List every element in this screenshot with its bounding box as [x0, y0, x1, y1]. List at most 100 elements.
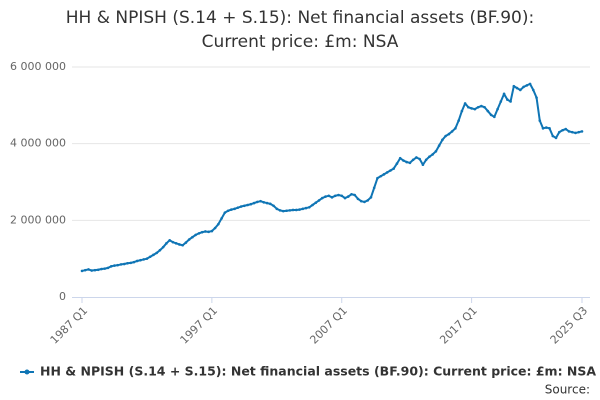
- point: [577, 130, 581, 134]
- point: [486, 109, 490, 113]
- point: [557, 130, 561, 134]
- point: [333, 194, 337, 198]
- point: [554, 136, 558, 140]
- point: [96, 268, 100, 272]
- point: [454, 127, 457, 130]
- point: [155, 251, 158, 255]
- y-tick-label: 0: [59, 290, 66, 303]
- x-tick-label: 1997 Q1: [178, 304, 221, 347]
- point: [168, 238, 171, 242]
- point: [496, 107, 499, 111]
- point: [249, 202, 253, 206]
- point: [103, 267, 107, 270]
- point: [398, 156, 402, 160]
- point: [408, 161, 412, 165]
- point: [239, 205, 243, 208]
- point: [369, 196, 373, 199]
- point: [307, 206, 311, 209]
- point: [126, 261, 129, 265]
- point: [476, 105, 480, 109]
- legend-marker: [24, 369, 30, 375]
- point: [265, 201, 269, 205]
- point: [210, 229, 214, 233]
- series-line: [81, 82, 583, 272]
- x-tick-label: 2007 Q1: [307, 304, 350, 347]
- point: [100, 267, 103, 271]
- point: [522, 85, 525, 89]
- point: [392, 167, 395, 170]
- point: [402, 159, 405, 162]
- point: [548, 127, 551, 130]
- point: [158, 248, 162, 252]
- point: [570, 130, 574, 134]
- point: [509, 100, 512, 103]
- point: [191, 235, 194, 239]
- point: [450, 130, 454, 133]
- point: [87, 268, 90, 271]
- point: [288, 209, 292, 212]
- point: [379, 174, 383, 178]
- point: [178, 243, 181, 246]
- point: [145, 257, 149, 260]
- point: [174, 242, 178, 245]
- point: [480, 104, 483, 108]
- point: [421, 163, 425, 167]
- point: [113, 264, 116, 267]
- point: [243, 204, 246, 208]
- point: [441, 138, 444, 142]
- point: [470, 107, 473, 110]
- point: [233, 207, 236, 211]
- point: [567, 130, 571, 133]
- point: [437, 144, 441, 147]
- point: [541, 127, 545, 130]
- point: [561, 128, 564, 132]
- point: [489, 113, 493, 117]
- point: [327, 194, 331, 198]
- point: [226, 209, 230, 213]
- point: [132, 260, 136, 264]
- point: [285, 209, 288, 213]
- point: [535, 96, 538, 99]
- point: [330, 196, 334, 199]
- y-tick-label: 2 000 000: [10, 213, 66, 226]
- point: [551, 134, 555, 138]
- legend-label: HH & NPISH (S.14 + S.15): Net financial …: [40, 364, 596, 379]
- point: [165, 242, 168, 245]
- point: [376, 176, 379, 180]
- point: [372, 186, 376, 190]
- point: [519, 88, 522, 92]
- point: [538, 119, 542, 122]
- point: [418, 157, 421, 161]
- point: [544, 126, 548, 129]
- point: [359, 199, 363, 203]
- point: [463, 102, 467, 105]
- point: [415, 156, 418, 159]
- point: [467, 105, 470, 109]
- point: [428, 155, 431, 158]
- point: [353, 193, 357, 197]
- point: [148, 255, 152, 259]
- point: [346, 195, 350, 198]
- point: [197, 232, 201, 235]
- point: [142, 258, 145, 261]
- point: [363, 200, 366, 204]
- point: [580, 130, 584, 133]
- point: [298, 208, 301, 211]
- point: [278, 209, 282, 212]
- point: [281, 209, 285, 213]
- point: [272, 204, 275, 208]
- point: [93, 268, 97, 272]
- point: [389, 169, 392, 172]
- point: [129, 261, 133, 265]
- point: [116, 263, 120, 267]
- point: [275, 207, 279, 211]
- point: [187, 238, 191, 241]
- point: [246, 203, 249, 207]
- point: [320, 196, 324, 200]
- point: [217, 222, 220, 226]
- point: [314, 201, 318, 204]
- point: [574, 131, 577, 135]
- source: Source:: [545, 383, 590, 397]
